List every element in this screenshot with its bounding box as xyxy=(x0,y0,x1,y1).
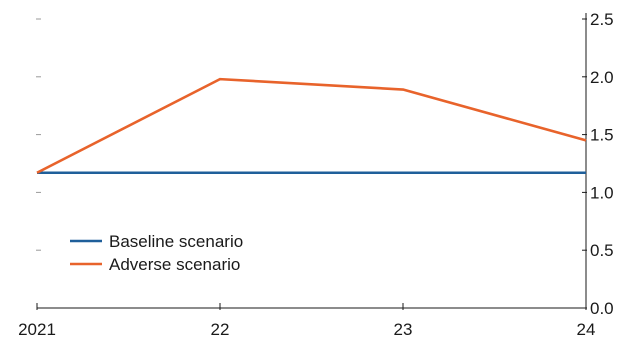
y-tick-label: 2.0 xyxy=(590,68,614,87)
legend-label: Baseline scenario xyxy=(109,232,243,251)
y-tick-label: 0.0 xyxy=(590,299,614,318)
legend-label: Adverse scenario xyxy=(109,255,240,274)
x-axis: 2021 22 23 24 xyxy=(18,303,595,339)
x-tick-label: 23 xyxy=(394,320,413,339)
x-tick-label: 2021 xyxy=(18,320,56,339)
y-tick-label: 1.0 xyxy=(590,183,614,202)
x-tick-label: 24 xyxy=(577,320,596,339)
series-layer xyxy=(36,77,587,175)
legend: Baseline scenario Adverse scenario xyxy=(70,232,243,274)
legend-item: Baseline scenario xyxy=(70,232,243,251)
series-line-adverse xyxy=(36,77,587,174)
y-tick-label: 2.5 xyxy=(590,10,614,29)
y-tick-label: 1.5 xyxy=(590,126,614,145)
left-minor-ticks xyxy=(36,18,41,251)
x-tick-label: 22 xyxy=(211,320,230,339)
y-axis: 0.0 0.5 1.0 1.5 2.0 2.5 xyxy=(582,10,614,318)
y-tick-label: 0.5 xyxy=(590,241,614,260)
legend-item: Adverse scenario xyxy=(70,255,240,274)
